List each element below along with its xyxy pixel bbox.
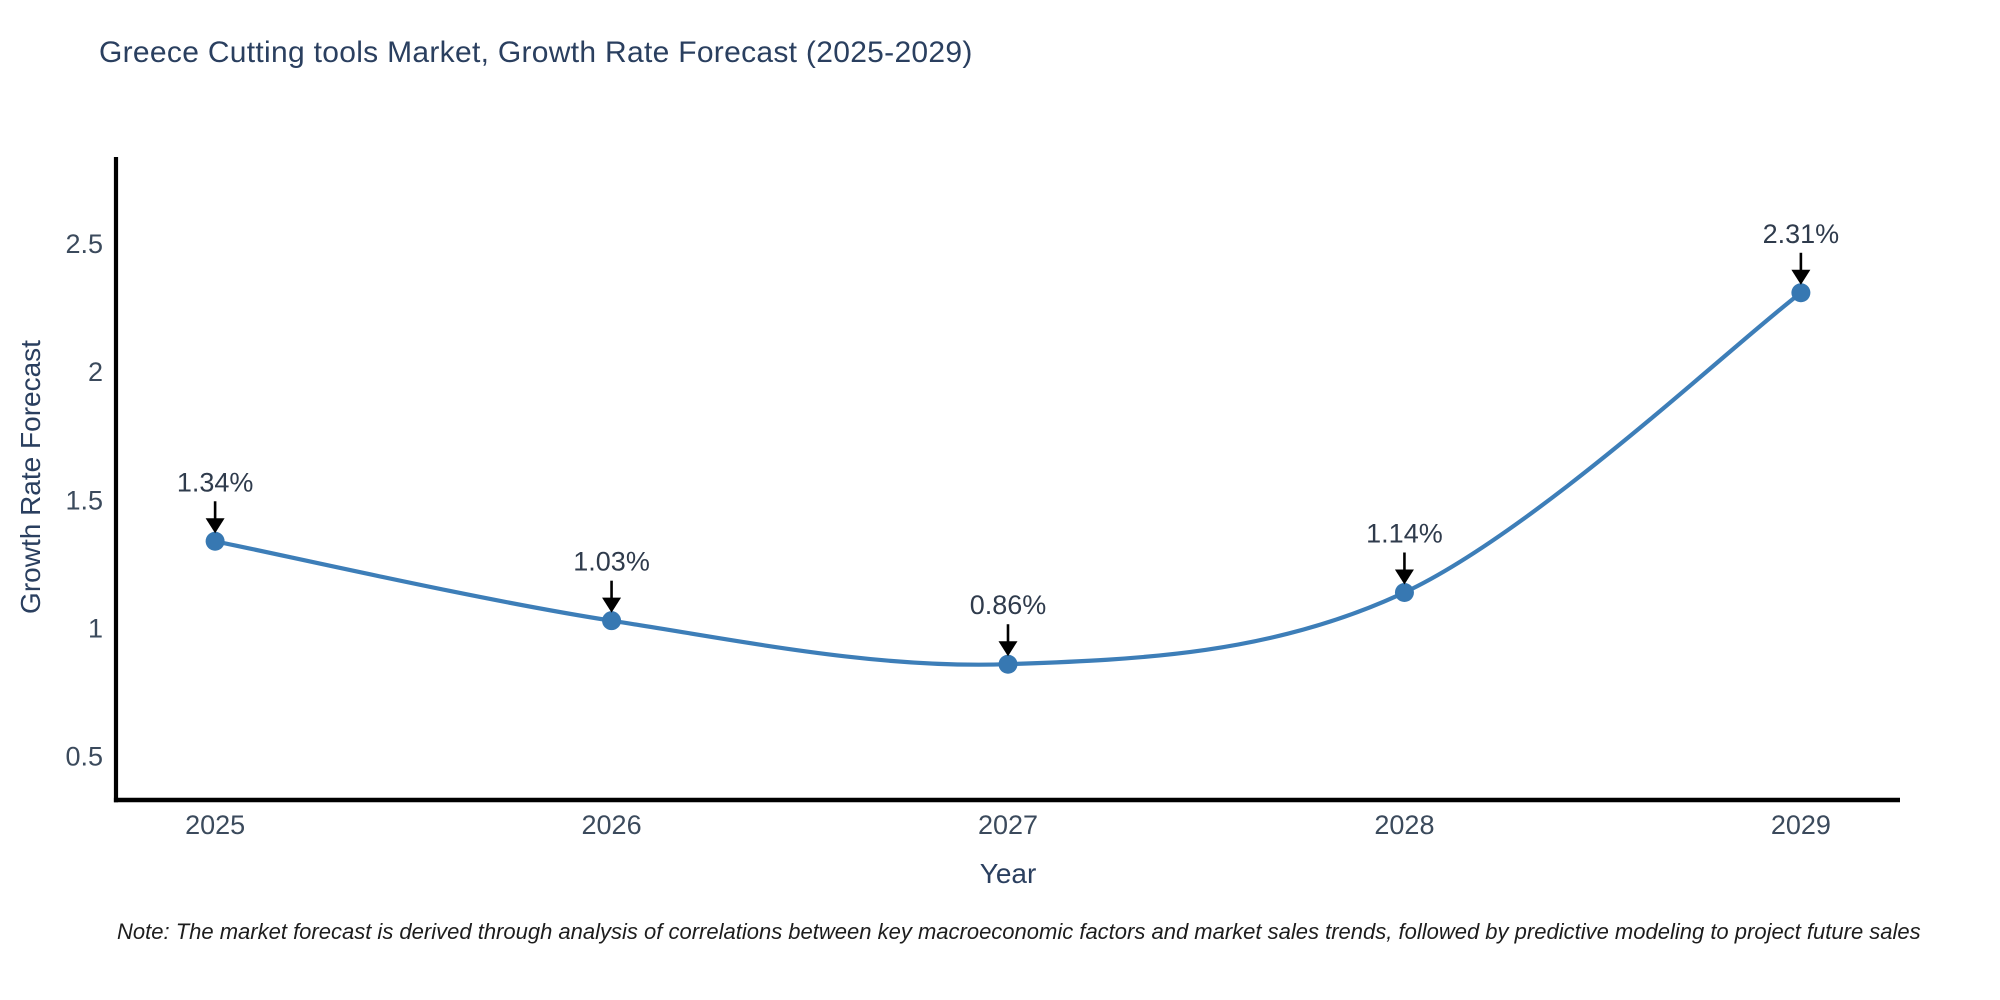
annotation-arrowhead-icon xyxy=(205,518,225,534)
annotation-arrowhead-icon xyxy=(602,597,622,613)
data-point-marker xyxy=(602,611,622,631)
data-point-label: 1.34% xyxy=(177,467,254,497)
x-tick-label: 2027 xyxy=(978,810,1038,840)
data-point-marker xyxy=(205,531,225,551)
x-tick-label: 2026 xyxy=(582,810,642,840)
annotation-arrowhead-icon xyxy=(998,641,1018,657)
x-tick-label: 2025 xyxy=(185,810,245,840)
chart-footnote: Note: The market forecast is derived thr… xyxy=(117,919,1921,944)
data-point-label: 0.86% xyxy=(970,590,1047,620)
y-axis-title: Growth Rate Forecast xyxy=(15,340,46,614)
y-tick-label: 0.5 xyxy=(65,741,103,771)
data-point-label: 2.31% xyxy=(1763,219,1840,249)
annotation-arrowhead-icon xyxy=(1394,569,1414,585)
y-tick-label: 2.5 xyxy=(65,229,103,259)
data-point-marker xyxy=(998,654,1018,674)
data-point-label: 1.03% xyxy=(573,547,650,577)
annotation-arrowhead-icon xyxy=(1791,269,1811,285)
x-tick-label: 2028 xyxy=(1374,810,1434,840)
chart-title: Greece Cutting tools Market, Growth Rate… xyxy=(99,36,973,69)
data-point-label: 1.14% xyxy=(1366,518,1443,548)
y-tick-label: 2 xyxy=(88,357,103,387)
data-point-marker xyxy=(1791,283,1811,303)
y-tick-label: 1.5 xyxy=(65,485,103,515)
y-tick-label: 1 xyxy=(88,613,103,643)
x-tick-label: 2029 xyxy=(1771,810,1831,840)
x-axis-title: Year xyxy=(979,858,1037,889)
data-point-marker xyxy=(1394,582,1414,602)
